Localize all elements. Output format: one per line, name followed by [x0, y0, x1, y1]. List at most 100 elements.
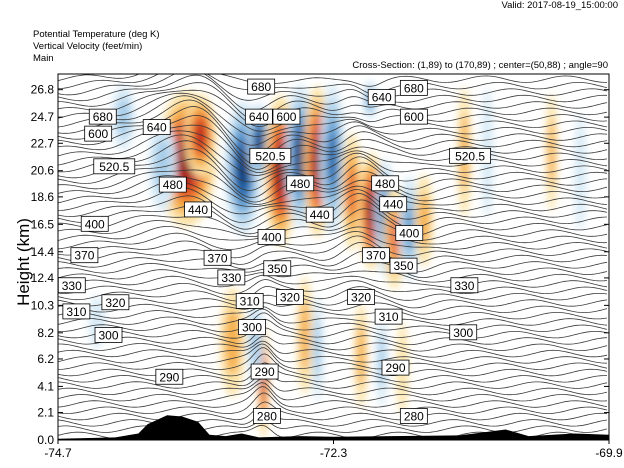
y-tick-label-4: 8.2 — [37, 326, 54, 340]
contour-label-2: 600 — [84, 125, 113, 142]
contour-label-15: 290 — [155, 368, 184, 385]
y-axis-ticks: 0.0 2.1 4.1 6.2 8.2 10.3 12.4 14.4 16.5 18.6 20.6 2… — [31, 83, 609, 447]
svg-text:600: 600 — [88, 127, 108, 141]
svg-text:400: 400 — [399, 226, 419, 240]
isentrope-10 — [58, 353, 608, 377]
isentrope-40 — [58, 158, 608, 198]
svg-text:300: 300 — [242, 321, 262, 335]
isentrope-52 — [58, 82, 608, 121]
y-tick-label-5: 10.3 — [31, 298, 55, 312]
svg-text:600: 600 — [276, 110, 296, 124]
contour-label-32: 480 — [371, 175, 400, 192]
svg-text:680: 680 — [251, 80, 271, 94]
variable-label-theta: Potential Temperature (deg K) — [33, 29, 160, 40]
svg-text:680: 680 — [93, 110, 113, 124]
isentrope-11 — [58, 347, 608, 370]
contour-label-30: 600 — [399, 108, 428, 125]
contour-label-18: 600 — [272, 108, 301, 125]
y-tick-label-6: 12.4 — [31, 271, 55, 285]
isentrope-9 — [58, 362, 607, 383]
isentrope-12 — [58, 343, 608, 364]
contour-label-39: 310 — [374, 308, 403, 325]
y-tick-label-7: 14.4 — [31, 245, 55, 259]
y-tick-label-10: 20.6 — [31, 164, 55, 178]
contour-label-23: 350 — [263, 260, 292, 277]
contour-label-8: 370 — [203, 249, 232, 266]
contour-label-13: 310 — [235, 293, 264, 309]
isentrope-2 — [58, 411, 608, 427]
x-axis-ticks: -74.7 -72.3 -69.9 — [44, 440, 623, 460]
svg-text:280: 280 — [404, 409, 424, 423]
svg-text:290: 290 — [385, 361, 405, 375]
svg-text:370: 370 — [366, 249, 386, 263]
isentrope-23 — [58, 279, 608, 295]
svg-text:330: 330 — [221, 271, 241, 285]
isentrope-7 — [58, 378, 608, 396]
contour-label-21: 440 — [305, 206, 334, 223]
isentrope-37 — [58, 180, 608, 207]
isentrope-29 — [58, 235, 608, 259]
x-tick-label-2: -69.9 — [595, 446, 623, 460]
isentrope-18 — [58, 308, 608, 326]
contour-label-20: 480 — [286, 175, 315, 192]
isentrope-27 — [58, 250, 608, 273]
contour-labels: 680 640 600 520.5 480 440 400 370 370 330 330 320 31… — [57, 78, 492, 424]
isentrope-15 — [58, 327, 608, 345]
svg-text:290: 290 — [159, 370, 179, 384]
isentrope-13 — [58, 340, 608, 358]
variable-label-velocity: Vertical Velocity (feet/min) — [33, 41, 143, 52]
svg-text:440: 440 — [188, 203, 208, 217]
svg-text:440: 440 — [383, 198, 403, 212]
svg-text:350: 350 — [394, 259, 414, 273]
isentrope-36 — [58, 187, 608, 215]
svg-text:640: 640 — [147, 121, 167, 135]
isentrope-26 — [58, 260, 608, 278]
isentrope-32 — [58, 218, 608, 241]
y-tick-label-8: 16.5 — [31, 217, 55, 231]
svg-text:320: 320 — [105, 296, 125, 310]
contour-label-26: 290 — [250, 363, 279, 380]
isentrope-55 — [58, 74, 608, 95]
contour-label-34: 400 — [395, 225, 424, 241]
y-tick-label-1: 2.1 — [37, 406, 54, 420]
svg-text:280: 280 — [257, 409, 277, 423]
svg-text:520.5: 520.5 — [455, 149, 485, 163]
isentrope-5 — [58, 386, 608, 408]
isentrope-28 — [58, 241, 608, 265]
contour-label-28: 640 — [367, 89, 396, 105]
contour-label-1: 640 — [142, 119, 171, 135]
y-tick-label-0: 0.0 — [37, 433, 54, 447]
svg-text:640: 640 — [249, 110, 269, 124]
contour-label-17: 640 — [244, 108, 273, 125]
svg-text:400: 400 — [85, 217, 105, 231]
contour-label-0: 680 — [88, 108, 117, 125]
contour-label-35: 370 — [362, 247, 390, 264]
contour-label-27: 280 — [253, 408, 281, 424]
svg-text:600: 600 — [404, 110, 424, 124]
isentrope-14 — [58, 335, 608, 352]
isentrope-24 — [58, 274, 608, 288]
x-tick-label-1: -72.3 — [320, 446, 348, 460]
contour-label-36: 350 — [389, 257, 418, 274]
contour-label-19: 520.5 — [249, 147, 292, 164]
contour-label-12: 310 — [62, 303, 91, 320]
velocity-cell-19-1 — [313, 317, 321, 380]
isentrope-30 — [58, 231, 608, 250]
svg-text:290: 290 — [255, 365, 275, 379]
contour-label-9: 330 — [57, 277, 86, 294]
svg-text:480: 480 — [375, 177, 395, 191]
svg-text:640: 640 — [372, 91, 392, 105]
isentrope-31 — [58, 226, 608, 245]
contour-label-5: 440 — [184, 201, 212, 218]
terrain-profile — [58, 415, 609, 440]
isentrope-33 — [58, 208, 608, 236]
run-label: Main — [33, 53, 54, 64]
isentrope-8 — [58, 371, 608, 389]
isentrope-4 — [58, 392, 608, 415]
isentrope-3 — [58, 401, 608, 421]
velocity-cell-6-4 — [296, 136, 305, 176]
contour-label-29: 680 — [399, 79, 428, 96]
isentrope-50 — [58, 92, 608, 132]
contour-label-37: 320 — [347, 289, 375, 305]
contour-label-10: 330 — [217, 269, 246, 286]
